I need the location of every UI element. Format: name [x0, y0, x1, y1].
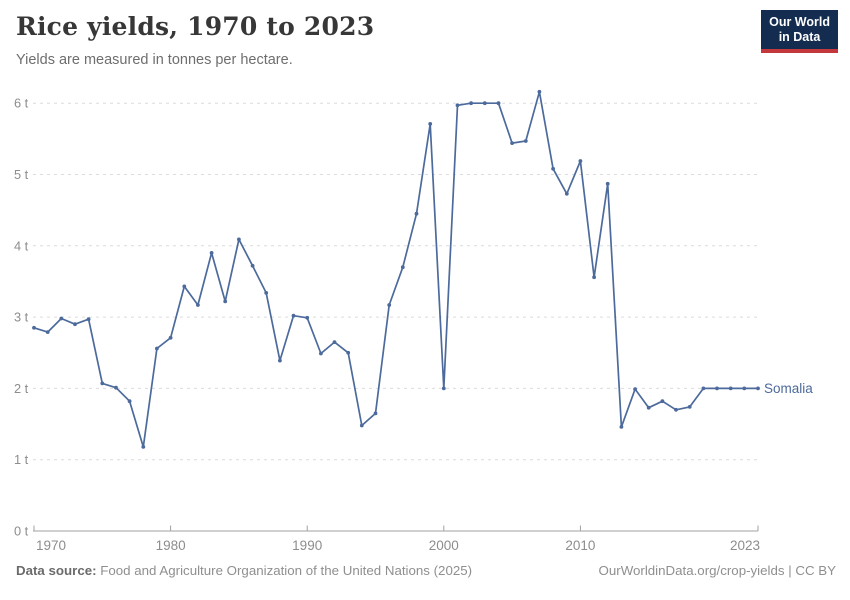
x-axis-tick-label: 2010	[565, 538, 595, 553]
series-end-label: Somalia	[764, 381, 813, 396]
data-point	[387, 303, 392, 307]
data-point	[715, 386, 719, 391]
data-point	[250, 263, 255, 268]
data-point	[496, 101, 501, 106]
data-point	[728, 386, 733, 391]
data-point	[674, 407, 678, 412]
data-point	[100, 381, 105, 386]
data-point	[237, 237, 241, 242]
data-point	[469, 101, 473, 106]
x-axis-tick-label: 1990	[292, 538, 322, 553]
x-axis-tick-label: 1970	[36, 538, 66, 553]
data-point	[45, 330, 50, 334]
data-point	[359, 423, 364, 428]
x-axis-tick-label: 2000	[429, 538, 459, 553]
owid-logo-line2: in Data	[778, 30, 821, 45]
data-point	[86, 317, 91, 322]
x-axis-tick-label: 2023	[730, 538, 760, 553]
data-point	[373, 411, 378, 416]
data-point	[114, 385, 118, 390]
data-point	[346, 350, 351, 355]
chart-title: Rice yields, 1970 to 2023	[16, 12, 375, 41]
chart-footer: Data source: Food and Agriculture Organi…	[16, 563, 836, 578]
data-point	[196, 303, 200, 307]
data-point	[73, 322, 77, 327]
data-point	[742, 386, 747, 391]
data-point	[455, 103, 460, 108]
chart-subtitle: Yields are measured in tonnes per hectar…	[16, 52, 293, 68]
data-point	[551, 166, 555, 171]
data-point	[32, 325, 36, 330]
data-point	[564, 191, 569, 196]
data-source-label: Data source:	[16, 563, 97, 578]
data-point	[660, 399, 665, 404]
data-source: Data source: Food and Agriculture Organi…	[16, 563, 472, 578]
data-point	[59, 316, 64, 321]
data-point	[278, 358, 282, 363]
data-point	[537, 89, 542, 94]
data-point	[592, 275, 596, 280]
x-axis-tick-label: 1980	[156, 538, 186, 553]
data-point	[291, 313, 296, 318]
y-axis-tick-label: 0 t	[14, 524, 29, 539]
data-point	[687, 405, 692, 409]
y-axis-tick-label: 3 t	[14, 310, 29, 325]
y-axis-tick-label: 5 t	[14, 167, 29, 182]
data-point	[482, 101, 487, 106]
y-axis-tick-label: 2 t	[14, 381, 29, 396]
data-point	[510, 141, 514, 146]
owid-logo: Our World in Data	[761, 10, 838, 53]
data-point	[264, 291, 269, 295]
data-point	[141, 445, 146, 449]
data-point	[209, 251, 214, 255]
data-point	[223, 299, 228, 304]
data-line	[33, 90, 759, 448]
data-point	[319, 351, 323, 356]
data-point	[168, 335, 173, 340]
data-source-text: Food and Agriculture Organization of the…	[100, 563, 473, 578]
data-point	[578, 159, 583, 163]
data-point	[305, 315, 310, 320]
data-point	[756, 386, 760, 391]
data-point	[428, 122, 433, 126]
data-point	[127, 399, 132, 404]
data-point	[619, 425, 624, 429]
line-chart: 0 t 1 t 2 t 3 t 4 t 5 t 6 t 1970 1980 1990 2000 201…	[14, 89, 813, 553]
y-axis-tick-label: 6 t	[14, 96, 29, 111]
credit-line: OurWorldinData.org/crop-yields | CC BY	[598, 563, 836, 578]
data-point	[400, 265, 405, 270]
data-point	[523, 139, 528, 143]
data-point	[701, 386, 706, 391]
y-axis-tick-label: 1 t	[14, 452, 29, 467]
data-point	[414, 211, 419, 216]
data-point	[332, 340, 337, 344]
data-point	[633, 387, 637, 391]
owid-logo-line1: Our World	[769, 15, 830, 29]
data-point	[155, 346, 159, 351]
data-point	[646, 405, 651, 410]
y-axis-tick-label: 4 t	[14, 238, 29, 253]
data-point	[182, 284, 187, 289]
data-point	[605, 181, 610, 186]
data-point	[441, 386, 446, 391]
